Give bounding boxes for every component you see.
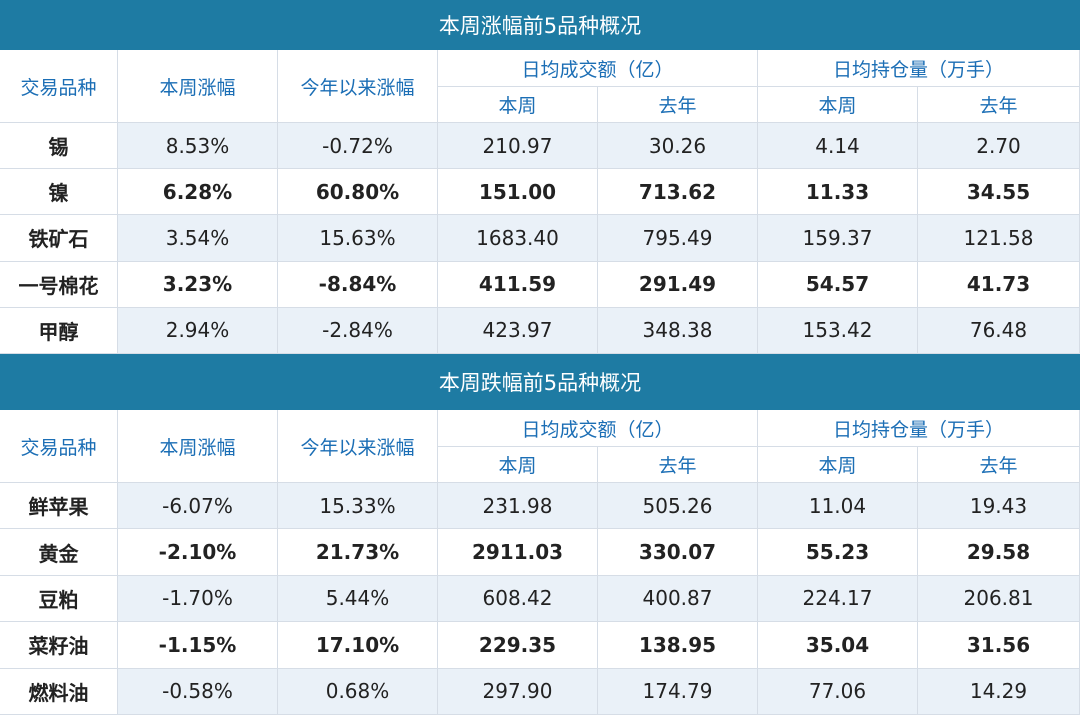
data-cell: 151.00	[438, 169, 598, 216]
data-cell: 6.28%	[118, 169, 278, 216]
data-cell: 713.62	[598, 169, 758, 216]
data-cell: 2.94%	[118, 307, 278, 354]
data-cell: 77.06	[758, 668, 918, 715]
row-label: 鲜苹果	[0, 483, 118, 530]
data-cell: 3.23%	[118, 261, 278, 308]
data-cell: 3.54%	[118, 215, 278, 262]
data-cell: -6.07%	[118, 483, 278, 530]
data-cell: 423.97	[438, 307, 598, 354]
row-label: 甲醇	[0, 307, 118, 354]
sub-header: 本周	[758, 447, 918, 483]
data-cell: 348.38	[598, 307, 758, 354]
sub-header: 去年	[598, 87, 758, 123]
sub-header: 本周	[758, 87, 918, 123]
row-label: 铁矿石	[0, 215, 118, 262]
data-cell: 60.80%	[278, 169, 438, 216]
data-cell: 210.97	[438, 123, 598, 170]
row-label: 菜籽油	[0, 622, 118, 669]
data-cell: -2.10%	[118, 529, 278, 576]
row-label: 一号棉花	[0, 261, 118, 308]
data-cell: -8.84%	[278, 261, 438, 308]
column-header: 今年以来涨幅	[278, 50, 438, 123]
data-cell: 608.42	[438, 575, 598, 623]
data-cell: 121.58	[918, 215, 1080, 262]
data-cell: -1.70%	[118, 575, 278, 623]
data-cell: 159.37	[758, 215, 918, 262]
group-header: 日均成交额（亿）	[438, 410, 758, 447]
row-label: 豆粕	[0, 575, 118, 623]
data-cell: 231.98	[438, 483, 598, 530]
row-label: 镍	[0, 169, 118, 216]
data-cell: 400.87	[598, 575, 758, 623]
data-cell: 297.90	[438, 668, 598, 715]
row-label: 黄金	[0, 529, 118, 576]
column-header: 交易品种	[0, 410, 118, 483]
section-title: 本周跌幅前5品种概况	[0, 354, 1080, 410]
data-cell: 31.56	[918, 622, 1080, 669]
data-cell: 76.48	[918, 307, 1080, 354]
data-cell: 21.73%	[278, 529, 438, 576]
sub-header: 去年	[918, 87, 1080, 123]
data-cell: 330.07	[598, 529, 758, 576]
data-cell: 35.04	[758, 622, 918, 669]
data-cell: 1683.40	[438, 215, 598, 262]
data-cell: 411.59	[438, 261, 598, 308]
data-cell: 11.33	[758, 169, 918, 216]
sub-header: 本周	[438, 87, 598, 123]
group-header: 日均成交额（亿）	[438, 50, 758, 87]
column-header: 交易品种	[0, 50, 118, 123]
data-cell: 15.63%	[278, 215, 438, 262]
data-cell: 54.57	[758, 261, 918, 308]
data-cell: 19.43	[918, 483, 1080, 530]
data-cell: 2.70	[918, 123, 1080, 170]
data-cell: 153.42	[758, 307, 918, 354]
data-cell: -0.58%	[118, 668, 278, 715]
data-cell: 795.49	[598, 215, 758, 262]
data-cell: -2.84%	[278, 307, 438, 354]
data-cell: 55.23	[758, 529, 918, 576]
data-cell: 0.68%	[278, 668, 438, 715]
data-cell: 15.33%	[278, 483, 438, 530]
group-header: 日均持仓量（万手）	[758, 410, 1080, 447]
data-cell: 14.29	[918, 668, 1080, 715]
data-cell: 291.49	[598, 261, 758, 308]
data-cell: 29.58	[918, 529, 1080, 576]
section-title: 本周涨幅前5品种概况	[0, 0, 1080, 50]
data-cell: 17.10%	[278, 622, 438, 669]
column-header: 本周涨幅	[118, 50, 278, 123]
data-cell: 224.17	[758, 575, 918, 623]
data-cell: 8.53%	[118, 123, 278, 170]
data-cell: 2911.03	[438, 529, 598, 576]
data-cell: 174.79	[598, 668, 758, 715]
data-cell: 11.04	[758, 483, 918, 530]
data-cell: -1.15%	[118, 622, 278, 669]
sub-header: 本周	[438, 447, 598, 483]
sub-header: 去年	[598, 447, 758, 483]
data-cell: 138.95	[598, 622, 758, 669]
data-cell: -0.72%	[278, 123, 438, 170]
data-cell: 229.35	[438, 622, 598, 669]
data-cell: 505.26	[598, 483, 758, 530]
data-cell: 4.14	[758, 123, 918, 170]
sub-header: 去年	[918, 447, 1080, 483]
column-header: 今年以来涨幅	[278, 410, 438, 483]
column-header: 本周涨幅	[118, 410, 278, 483]
row-label: 锡	[0, 123, 118, 170]
data-cell: 206.81	[918, 575, 1080, 623]
data-cell: 5.44%	[278, 575, 438, 623]
group-header: 日均持仓量（万手）	[758, 50, 1080, 87]
data-cell: 41.73	[918, 261, 1080, 308]
data-cell: 30.26	[598, 123, 758, 170]
row-label: 燃料油	[0, 668, 118, 715]
data-cell: 34.55	[918, 169, 1080, 216]
